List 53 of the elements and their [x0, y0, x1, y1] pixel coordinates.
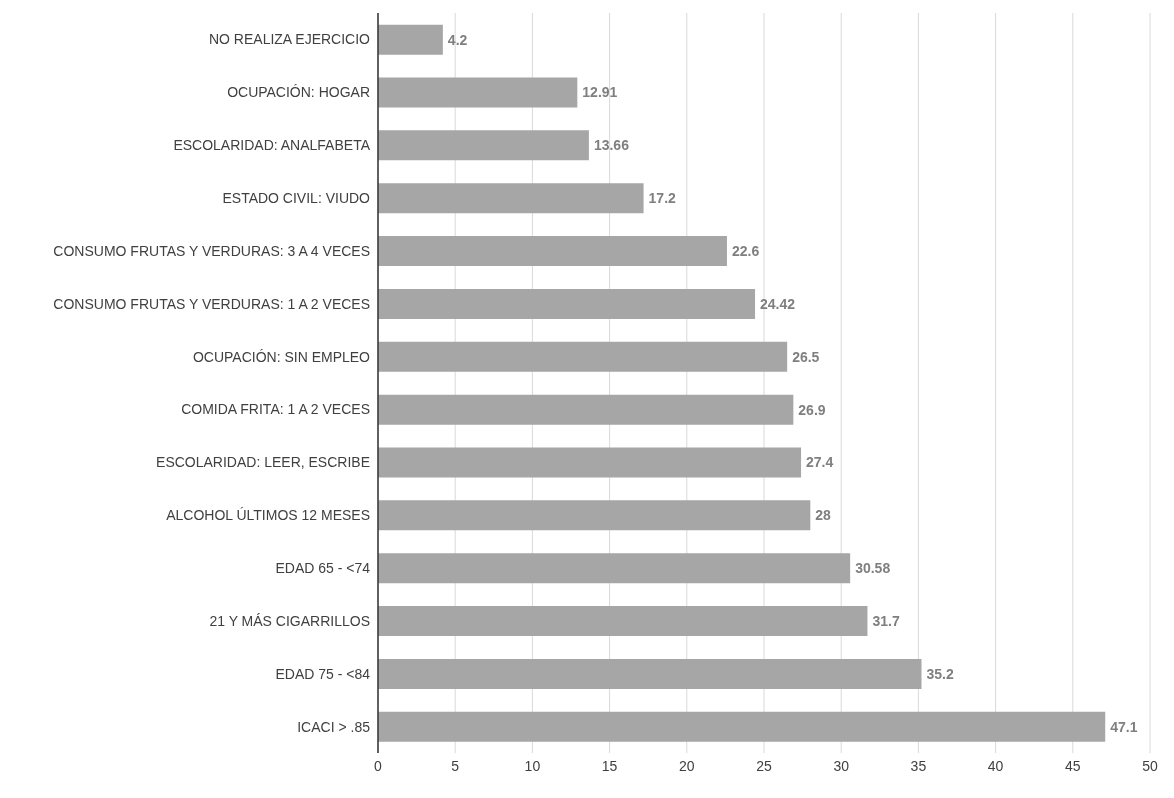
x-tick-label: 50	[1142, 757, 1158, 774]
data-label: 13.66	[593, 137, 630, 154]
data-label: 24.42	[760, 295, 796, 312]
bar	[378, 288, 756, 319]
x-tick-label: 15	[601, 757, 618, 774]
bar	[378, 183, 644, 214]
data-label: 30.58	[855, 560, 891, 577]
x-tick-label: 40	[987, 757, 1004, 774]
bar	[378, 606, 868, 637]
x-tick-label: 0	[374, 757, 383, 774]
x-tick-label: 25	[756, 757, 772, 774]
bar	[378, 553, 851, 584]
data-label: 4.2	[447, 31, 468, 48]
bar	[378, 341, 788, 372]
y-tick-label: EDAD 65 - <74	[275, 559, 371, 576]
bar	[378, 394, 794, 425]
data-label: 26.9	[798, 401, 826, 418]
x-tick-label: 5	[451, 757, 460, 774]
y-tick-label: ESCOLARIDAD: LEER, ESCRIBE	[156, 454, 370, 471]
y-tick-label: 21 Y MÁS CIGARRILLOS	[209, 612, 370, 629]
data-label: 17.2	[648, 190, 677, 207]
y-tick-label: ALCOHOL ÚLTIMOS 12 MESES	[166, 507, 370, 524]
data-label: 47.1	[1110, 718, 1138, 735]
data-label: 26.5	[792, 348, 820, 365]
y-tick-label: OCUPACIÓN: HOGAR	[227, 84, 370, 101]
bar	[378, 236, 727, 267]
x-tick-label: 30	[833, 757, 850, 774]
y-tick-label: ICACI > .85	[297, 718, 371, 735]
y-tick-label: ESTADO CIVIL: VIUDO	[222, 189, 371, 206]
bar	[378, 658, 922, 689]
x-tick-label: 10	[524, 757, 541, 774]
y-tick-label: ESCOLARIDAD: ANALFABETA	[173, 137, 371, 154]
y-tick-label: CONSUMO FRUTAS Y VERDURAS: 1 A 2 VECES	[53, 295, 370, 312]
y-tick-label: NO REALIZA EJERCICIO	[208, 31, 371, 48]
y-tick-label: EDAD 75 - <84	[275, 665, 371, 682]
x-tick-label: 35	[910, 757, 927, 774]
y-tick-label: COMIDA FRITA: 1 A 2 VECES	[181, 401, 370, 418]
bar	[378, 130, 589, 161]
x-tick-label: 20	[679, 757, 695, 774]
y-tick-label: OCUPACIÓN: SIN EMPLEO	[192, 348, 371, 365]
x-tick-label: 45	[1065, 757, 1081, 774]
data-label: 27.4	[806, 454, 834, 471]
y-tick-label: CONSUMO FRUTAS Y VERDURAS: 3 A 4 VECES	[53, 242, 370, 259]
bar	[378, 24, 443, 55]
data-label: 12.91	[582, 84, 618, 101]
data-label: 35.2	[926, 665, 954, 682]
bar	[378, 500, 811, 531]
bar	[378, 711, 1106, 742]
bar	[378, 447, 802, 478]
data-label: 22.6	[731, 243, 760, 260]
data-label: 28	[815, 507, 832, 524]
bar	[378, 77, 578, 108]
data-label: 31.7	[872, 613, 900, 630]
